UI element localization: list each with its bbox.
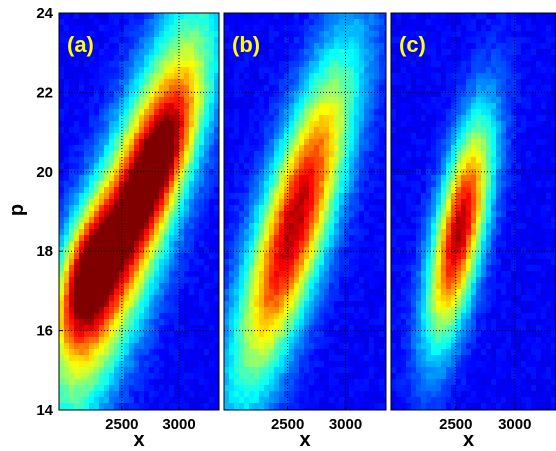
heatmap — [224, 13, 386, 410]
y-tick-label: 18 — [36, 243, 53, 260]
x-axis-label: x — [299, 429, 310, 451]
x-tick-label: 3000 — [162, 416, 195, 433]
y-tick-label: 24 — [36, 5, 53, 22]
y-axis-label: p — [6, 204, 28, 216]
panel-frame — [223, 12, 387, 411]
y-tick-label: 20 — [36, 164, 53, 181]
y-tick-label: 22 — [36, 84, 53, 101]
panel-c: (c) 2500 3000 x — [390, 12, 556, 451]
panel-a: (a) 2500 3000 x — [58, 12, 220, 451]
panel-b: (b) 2500 3000 x — [223, 12, 387, 451]
x-tick-label: 2500 — [105, 416, 138, 433]
panel-frame — [390, 12, 556, 411]
x-tick-label: 3000 — [498, 416, 531, 433]
x-axis-label: x — [463, 429, 474, 451]
grid — [224, 13, 386, 410]
panels: (a) 2500 3000 x (b) 2500 3000 x (c) 2500 3000 x — [58, 12, 556, 451]
heatmap — [59, 13, 219, 410]
x-tick-label: 2500 — [439, 416, 472, 433]
y-axis: 14 16 18 20 22 24 — [36, 5, 63, 419]
panel-label: (b) — [232, 32, 260, 57]
y-tick-label: 14 — [36, 402, 53, 419]
grid — [59, 13, 219, 410]
y-tick-label: 16 — [36, 323, 53, 340]
x-axis-label: x — [133, 429, 144, 451]
panel-label: (a) — [67, 32, 94, 57]
x-tick-label: 3000 — [329, 416, 362, 433]
x-tick-label: 2500 — [271, 416, 304, 433]
grid — [391, 13, 556, 410]
heatmap — [391, 13, 556, 410]
panel-frame — [58, 12, 220, 411]
panel-label: (c) — [399, 32, 426, 57]
